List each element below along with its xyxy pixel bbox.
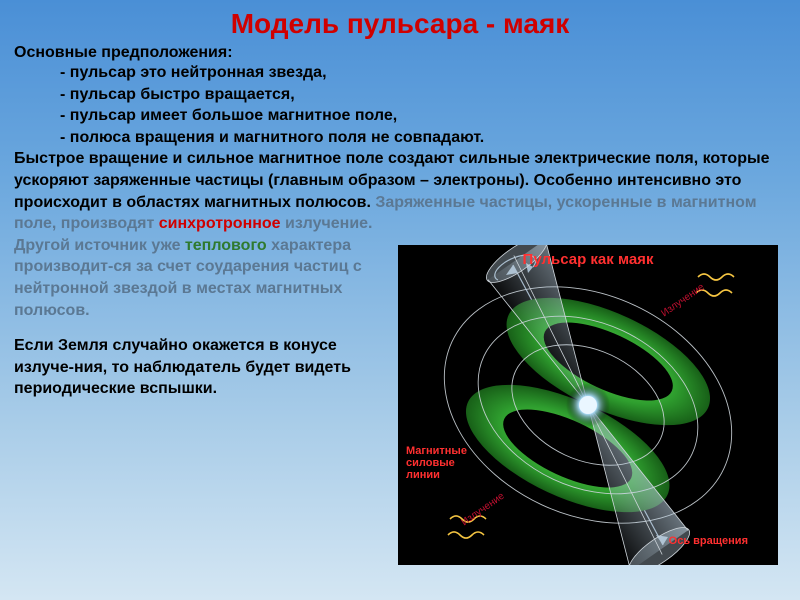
diagram-title: Пульсар как маяк xyxy=(523,251,654,268)
assumptions-heading: Основные предположения: xyxy=(0,44,800,62)
diagram-magnetic-label: Магнитныесиловыелинии xyxy=(406,445,467,481)
assumption-bullet: - пульсар быстро вращается, xyxy=(0,84,800,106)
main-paragraph: Быстрое вращение и сильное магнитное пол… xyxy=(0,148,800,213)
term-synchrotron: синхротронное xyxy=(159,215,281,232)
pulsar-diagram: Пульсар как маяк Магнитныесиловыелинии О… xyxy=(398,245,778,565)
left-paragraph-2: Если Земля случайно окажется в конусе из… xyxy=(14,335,380,400)
left-paragraph-1: поле, производят синхротронное излучение… xyxy=(14,213,380,321)
assumption-bullet: - полюса вращения и магнитного поля не с… xyxy=(0,127,800,149)
text-run-muted: поле, производят xyxy=(14,215,159,232)
term-thermal: теплового xyxy=(185,237,267,254)
text-run-muted: Заряженные частицы, ускоренные в магнитн… xyxy=(375,194,756,211)
diagram-axis-label: Ось вращения xyxy=(669,535,748,547)
left-column: поле, производят синхротронное излучение… xyxy=(0,213,380,400)
pulsar-svg xyxy=(398,245,778,565)
page-title: Модель пульсара - маяк xyxy=(0,0,800,44)
assumption-bullet: - пульсар это нейтронная звезда, xyxy=(0,62,800,84)
assumption-bullet: - пульсар имеет большое магнитное поле, xyxy=(0,105,800,127)
